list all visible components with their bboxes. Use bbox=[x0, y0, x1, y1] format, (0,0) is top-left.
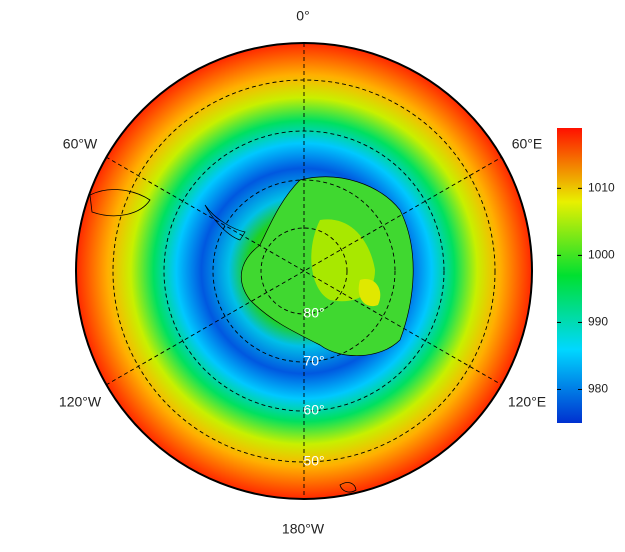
map-border bbox=[75, 42, 533, 500]
colorbar bbox=[557, 128, 582, 423]
latitude-label: 60° bbox=[303, 402, 324, 418]
latitude-label: 50° bbox=[303, 453, 324, 469]
colorbar-label: 1000 bbox=[588, 248, 615, 262]
longitude-label: 120°E bbox=[508, 394, 546, 410]
latitude-label: 70° bbox=[303, 353, 324, 369]
longitude-label: 120°W bbox=[59, 394, 102, 410]
longitude-label: 180°W bbox=[282, 521, 325, 537]
longitude-label: 0° bbox=[296, 8, 309, 24]
latitude-label: 80° bbox=[303, 305, 324, 321]
colorbar-label: 980 bbox=[588, 382, 608, 396]
graticule bbox=[105, 43, 503, 499]
colorbar-label: 990 bbox=[588, 315, 608, 329]
colorbar-label: 1010 bbox=[588, 181, 615, 195]
longitude-label: 60°E bbox=[512, 136, 543, 152]
longitude-label: 60°W bbox=[63, 136, 98, 152]
